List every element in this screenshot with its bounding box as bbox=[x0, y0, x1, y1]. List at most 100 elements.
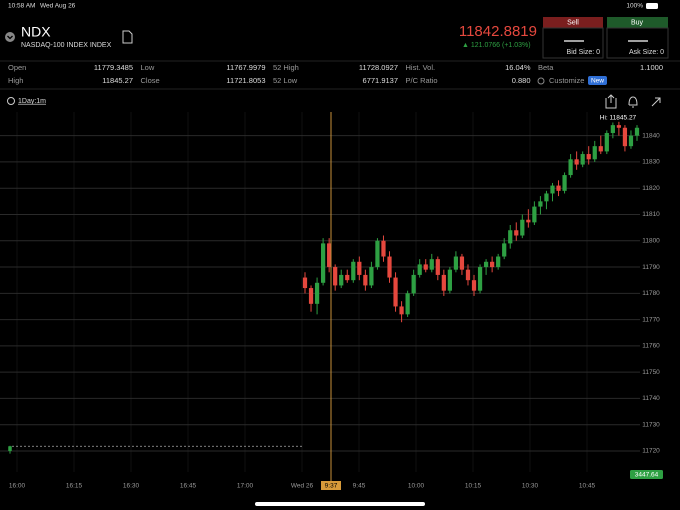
y-tick-label: 11800 bbox=[642, 237, 660, 244]
x-tick-label: 16:45 bbox=[180, 483, 197, 490]
y-tick-label: 11820 bbox=[642, 185, 660, 192]
candle-body bbox=[447, 269, 452, 291]
candle-body bbox=[586, 154, 591, 160]
candle-body bbox=[381, 240, 386, 257]
candle-body bbox=[634, 127, 640, 136]
stat-label: Open bbox=[8, 63, 26, 72]
candle-body bbox=[574, 159, 579, 165]
candle-body bbox=[308, 288, 314, 304]
candle-body bbox=[405, 293, 410, 315]
symbol-name: NASDAQ-100 INDEX INDEX bbox=[21, 42, 112, 49]
candle-body bbox=[610, 125, 615, 134]
battery-icon bbox=[646, 3, 658, 9]
candle-body bbox=[514, 230, 519, 236]
candle-body bbox=[441, 274, 446, 291]
x-tick-label: 10:00 bbox=[408, 483, 425, 490]
share-icon[interactable] bbox=[605, 94, 617, 109]
home-indicator bbox=[255, 502, 425, 506]
candle-body bbox=[369, 267, 374, 286]
stat-label: High bbox=[8, 76, 23, 85]
candle-body bbox=[616, 125, 622, 128]
candle-body bbox=[393, 277, 398, 307]
price-change: ▲ 121.0766 (+1.03%) bbox=[462, 42, 531, 49]
stat-label: 52 High bbox=[273, 63, 299, 72]
candle-body bbox=[417, 264, 422, 275]
sell-label[interactable]: Sell bbox=[567, 19, 579, 26]
candle-body bbox=[8, 446, 12, 451]
buy-button[interactable] bbox=[607, 17, 668, 28]
stat-value: 1.1000 bbox=[640, 63, 663, 72]
chevron bbox=[7, 35, 13, 40]
candle-body bbox=[502, 243, 507, 257]
x-tick-label: 17:00 bbox=[237, 483, 254, 490]
candle-body bbox=[387, 256, 392, 278]
candle-body bbox=[520, 219, 525, 236]
candle-body bbox=[477, 267, 483, 291]
price-tag bbox=[630, 470, 663, 479]
alert-icon[interactable] bbox=[628, 96, 638, 108]
symbol: NDX bbox=[21, 24, 51, 40]
candle-body bbox=[483, 261, 489, 268]
stat-value: 11779.3485 bbox=[94, 63, 133, 72]
candle-body bbox=[357, 261, 362, 275]
expand-icon[interactable] bbox=[651, 97, 661, 107]
expand-button[interactable] bbox=[5, 32, 15, 42]
candle-body bbox=[580, 154, 585, 165]
stat-value: 11767.9979 bbox=[226, 63, 265, 72]
customize-link[interactable]: Customize bbox=[549, 76, 584, 85]
battery-level: 100% bbox=[626, 3, 643, 10]
candle-body bbox=[339, 274, 344, 286]
candle-body bbox=[345, 274, 350, 281]
y-tick-label: 11790 bbox=[642, 264, 660, 271]
candle-body bbox=[532, 206, 537, 223]
stat-label: P/C Ratio bbox=[406, 76, 438, 85]
y-tick-label: 11840 bbox=[642, 132, 660, 139]
y-tick-label: 11720 bbox=[642, 448, 660, 455]
candle-body bbox=[604, 133, 609, 152]
stat-label: Low bbox=[141, 63, 155, 72]
y-tick-label: 11760 bbox=[642, 343, 660, 350]
candle-body bbox=[459, 256, 465, 270]
x-tick-label: 10:30 bbox=[522, 483, 539, 490]
y-tick-label: 11810 bbox=[642, 211, 660, 218]
y-tick-label: 11770 bbox=[642, 316, 660, 323]
buy-label[interactable]: Buy bbox=[631, 19, 644, 26]
candle-body bbox=[556, 185, 561, 191]
y-tick-label: 11750 bbox=[642, 369, 660, 376]
buy-panel bbox=[606, 27, 669, 59]
candle-body bbox=[429, 259, 434, 270]
candle-body bbox=[302, 277, 308, 289]
gear-icon[interactable] bbox=[537, 77, 545, 85]
x-tick-label: 10:15 bbox=[465, 483, 482, 490]
candle-body bbox=[453, 256, 459, 270]
candle-body bbox=[550, 185, 555, 194]
candle-body bbox=[399, 306, 404, 315]
candle-body bbox=[496, 256, 501, 268]
y-tick-label: 11780 bbox=[642, 290, 660, 297]
candle-body bbox=[526, 219, 531, 223]
stat-label: Close bbox=[141, 76, 160, 85]
stat-value: 6771.9137 bbox=[363, 76, 398, 85]
stat-label: Hist. Vol. bbox=[406, 63, 436, 72]
candle-body bbox=[471, 280, 477, 291]
stat-label: Beta bbox=[538, 63, 554, 72]
candle-body bbox=[411, 274, 416, 294]
document-icon[interactable] bbox=[122, 30, 133, 44]
x-tick-label: Wed 26 bbox=[291, 483, 314, 490]
last-price: 11842.8819 bbox=[459, 23, 537, 40]
sell-panel bbox=[542, 27, 604, 59]
y-tick-label: 11730 bbox=[642, 421, 660, 428]
candle-body bbox=[490, 261, 495, 268]
candle-body bbox=[320, 243, 326, 283]
stat-value: 11845.27 bbox=[102, 76, 133, 85]
y-tick-label: 11830 bbox=[642, 159, 660, 166]
x-tick-label: 16:00 bbox=[9, 483, 26, 490]
new-badge-text: New bbox=[591, 78, 604, 85]
period-selector[interactable]: 1Day:1m bbox=[18, 98, 46, 105]
candle-body bbox=[314, 282, 320, 304]
crosshair-label: 9:37 bbox=[325, 483, 338, 490]
clock-icon bbox=[7, 97, 15, 105]
status-time: 10:58 AM bbox=[8, 3, 35, 10]
sell-button[interactable] bbox=[543, 17, 603, 28]
